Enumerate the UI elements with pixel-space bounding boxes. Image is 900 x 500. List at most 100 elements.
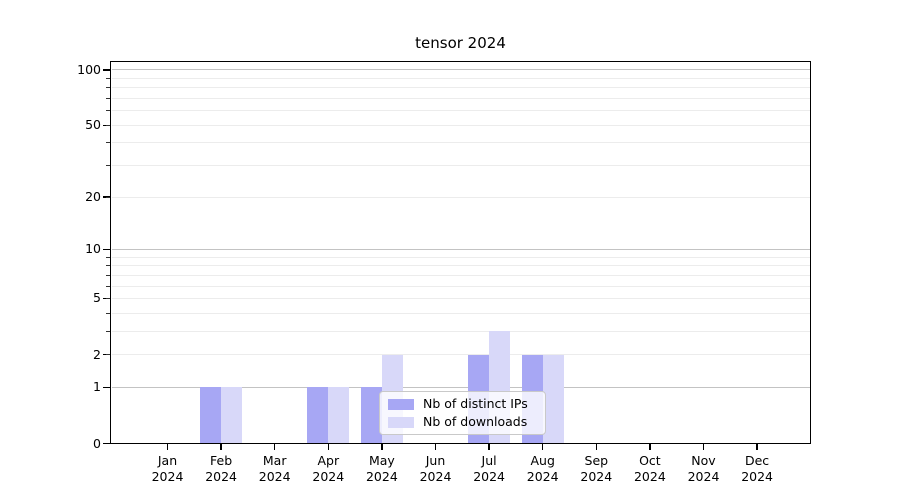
y-tick-label: 5 — [93, 290, 101, 306]
y-tick-mark-minor — [106, 196, 110, 198]
x-tick-year: 2024 — [365, 468, 398, 484]
x-tick-label-jan: Jan 2024 — [138, 453, 198, 484]
y-tick-mark-minor — [106, 256, 110, 258]
bar-apr-distinct-ips — [307, 387, 329, 443]
y-tick-label: 10 — [85, 241, 101, 257]
y-gridline-minor — [112, 110, 810, 112]
y-tick-mark-minor — [106, 98, 110, 100]
x-tick-label-jul: Jul 2024 — [459, 453, 519, 484]
y-tick-mark-minor — [106, 110, 110, 112]
chart-title: tensor 2024 — [415, 34, 506, 52]
legend-swatch-distinct-ips — [388, 398, 414, 410]
x-tick-year: 2024 — [633, 468, 666, 484]
x-tick-year: 2024 — [312, 468, 345, 484]
x-tick-year: 2024 — [687, 468, 720, 484]
x-tick-mark — [381, 444, 383, 450]
x-tick-year: 2024 — [526, 468, 559, 484]
x-tick-month: Jun — [425, 453, 446, 468]
x-tick-year: 2024 — [205, 468, 237, 484]
x-tick-year: 2024 — [151, 468, 184, 484]
x-tick-year: 2024 — [580, 468, 613, 484]
y-tick-mark-minor — [106, 124, 110, 126]
legend-swatch-downloads — [388, 416, 414, 428]
x-tick-mark — [702, 444, 705, 450]
x-tick-mark — [488, 444, 490, 450]
y-gridline-minor — [112, 142, 810, 144]
legend-row-distinct-ips: Nb of distinct IPs — [388, 397, 545, 411]
x-tick-mark — [327, 444, 330, 450]
x-tick-year: 2024 — [473, 468, 505, 484]
x-tick-label-mar: Mar 2024 — [245, 453, 305, 484]
y-tick-label: 1 — [93, 379, 101, 395]
y-tick-mark — [103, 442, 110, 445]
x-tick-label-nov: Nov 2024 — [674, 453, 734, 484]
y-tick-mark — [103, 248, 110, 251]
y-tick-mark-minor — [106, 142, 110, 144]
y-gridline-minor — [112, 312, 810, 314]
y-tick-label: 0 — [93, 435, 101, 451]
y-gridline-minor — [112, 330, 810, 332]
y-tick-mark — [103, 69, 110, 71]
y-tick-mark-minor — [106, 87, 110, 89]
y-gridline-minor — [112, 354, 810, 356]
x-tick-mark — [756, 444, 758, 450]
x-tick-year: 2024 — [419, 468, 452, 484]
legend-row-downloads: Nb of downloads — [388, 415, 545, 429]
y-tick-mark-minor — [106, 330, 110, 332]
x-tick-month: Mar — [262, 453, 287, 468]
y-tick-mark-minor — [106, 297, 110, 299]
x-tick-label-feb: Feb 2024 — [191, 453, 251, 484]
x-tick-mark — [595, 444, 598, 450]
x-tick-month: Nov — [691, 453, 716, 468]
y-tick-mark-minor — [106, 165, 110, 167]
y-tick-mark-minor — [106, 312, 110, 314]
legend: Nb of distinct IPs Nb of downloads — [379, 391, 546, 435]
x-tick-month: Oct — [639, 453, 661, 468]
y-tick-mark-minor — [106, 77, 110, 79]
x-tick-month: Jan — [157, 453, 178, 468]
y-gridline-minor — [112, 285, 810, 287]
x-tick-label-oct: Oct 2024 — [620, 453, 680, 484]
y-gridline-minor — [112, 87, 810, 89]
bar-may-distinct-ips — [360, 387, 382, 443]
y-tick-label: 20 — [85, 189, 101, 205]
y-gridline-minor — [112, 124, 810, 126]
y-tick-mark-minor — [106, 274, 110, 276]
x-tick-label-may: May 2024 — [352, 453, 412, 484]
y-gridline-minor — [112, 196, 810, 198]
y-gridline-decade — [112, 386, 810, 388]
y-gridline-decade — [112, 69, 810, 71]
legend-label-downloads: Nb of downloads — [423, 414, 528, 429]
x-tick-month: Aug — [530, 453, 555, 468]
x-tick-year: 2024 — [258, 468, 291, 484]
x-tick-mark — [220, 444, 222, 450]
y-gridline-decade — [112, 248, 810, 250]
x-tick-label-aug: Aug 2024 — [513, 453, 573, 484]
y-tick-label: 50 — [85, 117, 101, 133]
legend-label-distinct-ips: Nb of distinct IPs — [423, 396, 528, 411]
x-tick-mark — [649, 444, 651, 450]
x-tick-mark — [273, 444, 276, 450]
y-tick-mark — [103, 386, 110, 389]
x-tick-label-jun: Jun 2024 — [406, 453, 466, 484]
x-tick-month: Apr — [317, 453, 340, 468]
x-tick-mark — [541, 444, 544, 450]
bar-feb-downloads — [221, 387, 243, 443]
x-tick-month: Sep — [584, 453, 609, 468]
x-tick-label-dec: Dec 2024 — [727, 453, 787, 484]
x-tick-month: Jul — [481, 453, 497, 468]
y-tick-label: 2 — [93, 346, 101, 362]
x-tick-mark — [166, 444, 169, 450]
x-tick-month: Feb — [210, 453, 233, 468]
x-tick-label-apr: Apr 2024 — [298, 453, 358, 484]
y-gridline-minor — [112, 165, 810, 167]
y-gridline-minor — [112, 297, 810, 299]
bar-apr-downloads — [328, 387, 350, 443]
x-tick-mark — [434, 444, 437, 450]
y-gridline-minor — [112, 274, 810, 276]
y-gridline-minor — [112, 265, 810, 267]
y-gridline-minor — [112, 98, 810, 100]
y-tick-label: 100 — [77, 61, 101, 77]
y-tick-mark-minor — [106, 285, 110, 287]
